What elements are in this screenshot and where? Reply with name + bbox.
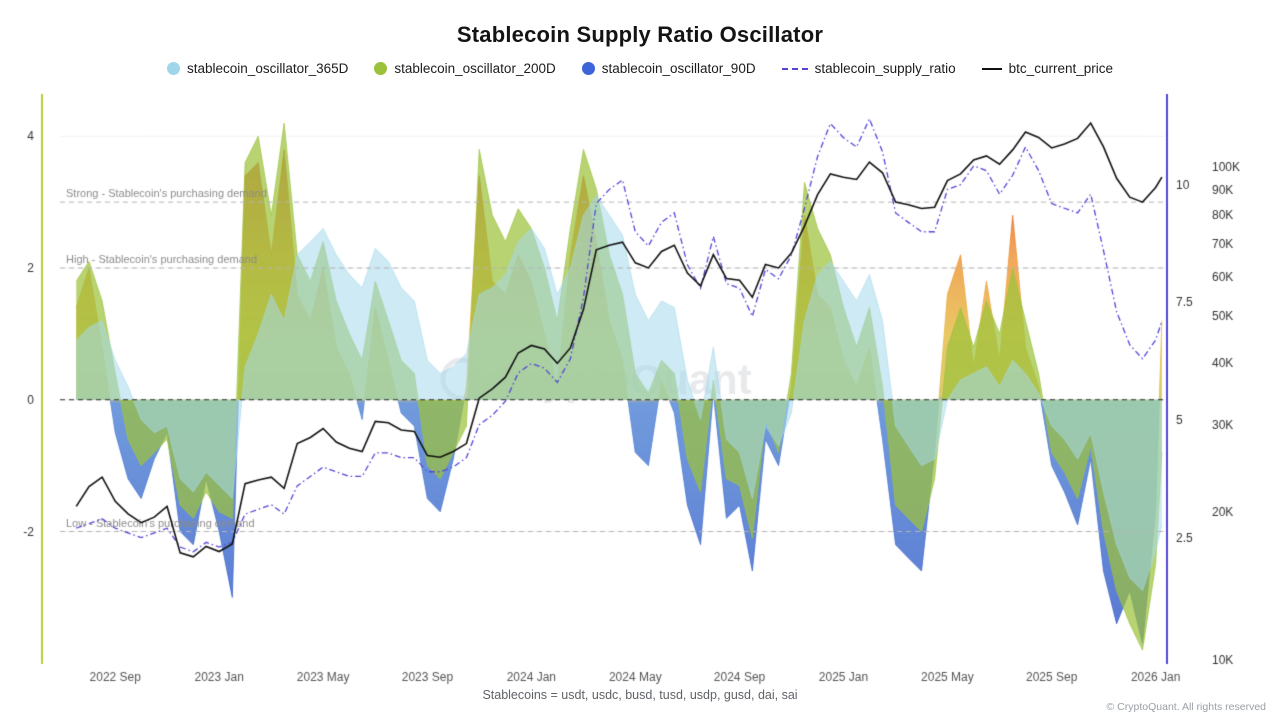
btc-price-line-icon — [981, 67, 1002, 70]
oscillator-365d-dot-icon — [167, 62, 181, 75]
legend-label-supply-ratio: stablecoin_supply_ratio — [814, 61, 956, 76]
legend-label-oscillator-90d: stablecoin_oscillator_90D — [601, 61, 756, 76]
legend-label-oscillator-200d: stablecoin_oscillator_200D — [394, 61, 556, 76]
legend-label-oscillator-365d: stablecoin_oscillator_365D — [187, 61, 349, 76]
legend-item-oscillator-365d[interactable]: stablecoin_oscillator_365D — [167, 61, 348, 76]
ssr-oscillator-chart-canvas — [0, 88, 1280, 688]
oscillator-90d-dot-icon — [581, 62, 595, 75]
legend-item-oscillator-200d[interactable]: stablecoin_oscillator_200D — [374, 61, 556, 76]
chart-title: Stablecoin Supply Ratio Oscillator — [456, 22, 824, 47]
legend-label-btc-price: btc_current_price — [1008, 61, 1113, 76]
stablecoins-footnote: Stablecoins = usdt, usdc, busd, tusd, us… — [482, 688, 798, 702]
legend-item-btc-price[interactable]: btc_current_price — [981, 61, 1113, 76]
chart-legend: stablecoin_oscillator_365D stablecoin_os… — [0, 61, 1280, 76]
legend-item-supply-ratio[interactable]: stablecoin_supply_ratio — [781, 61, 956, 76]
supply-ratio-dashline-icon — [781, 67, 808, 70]
copyright-text: © CryptoQuant. All rights reserved — [1106, 701, 1266, 713]
oscillator-200d-dot-icon — [374, 62, 388, 75]
legend-item-oscillator-90d[interactable]: stablecoin_oscillator_90D — [581, 61, 756, 76]
